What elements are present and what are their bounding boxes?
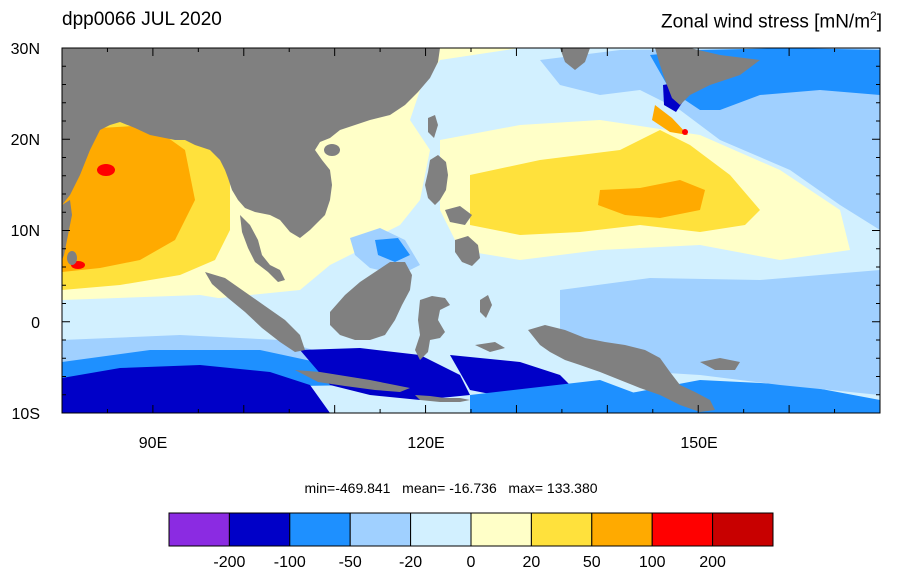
- colorbar-swatch: [410, 512, 472, 547]
- field-max-spot: [97, 164, 115, 176]
- field-statistics: min=-469.841 mean= -16.736 max= 133.380: [0, 480, 902, 496]
- colorbar-swatch: [530, 512, 593, 547]
- land-borneo: [330, 262, 412, 340]
- map-field: [62, 48, 880, 413]
- land-visayas: [445, 206, 472, 225]
- stats-min-label: min=: [304, 480, 336, 496]
- plot-variable-title: Zonal wind stress [mN/m2]: [660, 9, 882, 33]
- colorbar-swatch: [651, 512, 714, 547]
- land-mindanao: [455, 236, 480, 266]
- colorbar-swatch: [168, 512, 230, 547]
- field-region-java-sea: [300, 348, 470, 400]
- field-region-scs-blue: [375, 238, 410, 262]
- y-tick-label-30n: 30N: [11, 41, 40, 58]
- field-region-orange-indian: [62, 125, 195, 272]
- colorbar-label: -20: [399, 554, 422, 571]
- land-taiwan: [428, 115, 438, 138]
- colorbar-label: -100: [274, 554, 306, 571]
- land-malay-peninsula: [240, 215, 285, 282]
- colorbar-label: 50: [583, 554, 601, 571]
- field-spot-japan: [682, 129, 688, 135]
- land-korea: [560, 48, 590, 70]
- colorbar-label: 200: [699, 554, 726, 571]
- colorbar-swatch: [470, 512, 532, 547]
- colorbar-swatch: [289, 512, 351, 547]
- land-sumatra: [205, 272, 305, 352]
- colorbar-swatch: [591, 512, 653, 547]
- x-tick-label-120e: 120E: [407, 435, 444, 452]
- stats-mean-value: -16.736: [449, 480, 497, 496]
- x-tick-label-150e: 150E: [680, 435, 717, 452]
- colorbar-label: -200: [213, 554, 245, 571]
- colorbar-swatch: [712, 512, 774, 547]
- land-sri-lanka: [67, 251, 77, 265]
- colorbar-label: 20: [523, 554, 541, 571]
- colorbar-label: -50: [339, 554, 362, 571]
- colorbar-label: 0: [467, 554, 476, 571]
- stats-mean-label: mean=: [402, 480, 446, 496]
- colorbar-labels: -200 -100 -50 -20 0 20 50 100 200: [213, 554, 726, 571]
- colorbar-swatch: [228, 512, 291, 547]
- colorbar: [168, 512, 774, 547]
- y-tick-label-0: 0: [31, 315, 40, 332]
- land-new-guinea: [528, 325, 715, 412]
- field-band-dark-blue-south: [62, 365, 330, 413]
- field-region-orange-pacific-2: [652, 105, 688, 135]
- colorbar-swatch: [349, 512, 412, 547]
- colorbar-label: 100: [639, 554, 666, 571]
- y-tick-label-10n: 10N: [11, 223, 40, 240]
- stats-max-value: 133.380: [546, 480, 598, 496]
- land-hainan: [324, 144, 340, 156]
- land-asia: [62, 48, 440, 238]
- stats-min-value: -469.841: [335, 480, 391, 496]
- field-region-blue-ne: [540, 48, 880, 230]
- land-seram: [475, 342, 505, 352]
- land-halmahera: [480, 295, 492, 318]
- land: [62, 48, 760, 412]
- plot-title: dpp0066 JUL 2020: [62, 9, 222, 30]
- x-tick-label-90e: 90E: [139, 435, 167, 452]
- field-region-orange-pacific: [598, 180, 705, 218]
- land-java: [295, 370, 410, 392]
- land-sulawesi: [415, 296, 450, 360]
- land-luzon: [425, 155, 448, 205]
- stats-max-label: max=: [508, 480, 544, 496]
- field-region-blue-timor: [470, 380, 640, 413]
- axis-ticks: [61, 47, 881, 414]
- land-japan: [655, 48, 760, 105]
- land-lesser-sunda: [415, 395, 470, 402]
- y-tick-label-20n: 20N: [11, 132, 40, 149]
- land-new-britain: [700, 358, 740, 370]
- y-tick-label-10s: 10S: [12, 406, 40, 423]
